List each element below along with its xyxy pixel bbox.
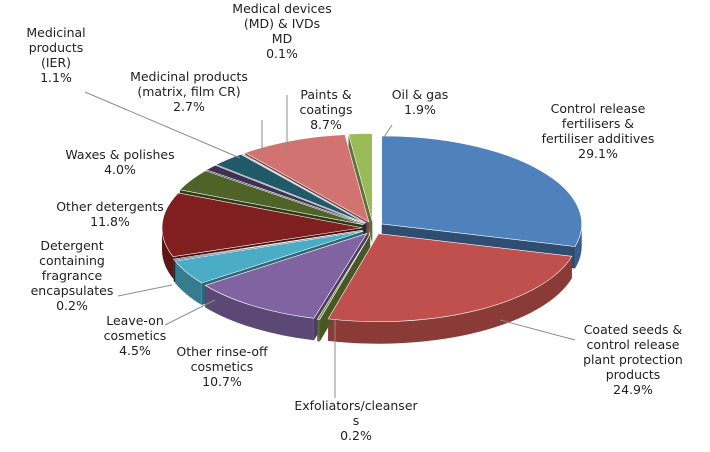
pie-tops (161, 133, 582, 322)
pie-slice-other-rinse-off-cosmetics[interactable] (204, 232, 368, 319)
data-label-line-detergent-containing-fragrance-encapsulates: fragrance (42, 268, 103, 283)
pie-side-detergent-containing-fragrance-encapsulates-0 (173, 259, 175, 283)
data-label-value-paints-coatings: 8.7% (310, 117, 342, 132)
data-label-line-coated-seeds-control-release-plant-protection-products: control release (587, 337, 680, 352)
data-label-line-coated-seeds-control-release-plant-protection-products: Coated seeds & (584, 322, 683, 337)
data-label-value-detergent-containing-fragrance-encapsulates: 0.2% (56, 298, 88, 313)
data-label-line-medical-devices-md-ivds-md: MD (272, 31, 292, 46)
pie-side-other-detergents-0 (162, 227, 174, 279)
data-label-coated-seeds-control-release-plant-protection-products: Coated seeds & control release plant prote… (583, 322, 683, 397)
data-label-line-paints-coatings: coatings (300, 102, 353, 117)
data-label-value-other-detergents: 11.8% (90, 214, 130, 229)
data-label-line-medicinal-products-ier: Medicinal (26, 25, 85, 40)
data-label-detergent-containing-fragrance-encapsulates: Detergent containing fragrance encapsulates… (31, 238, 114, 313)
data-label-control-release-fertilisers-fertiliser-additives: Control release fertilisers & fertiliser a… (542, 101, 655, 161)
data-label-value-exfoliators-cleansers: 0.2% (340, 428, 372, 443)
data-label-value-coated-seeds-control-release-plant-protection-products: 24.9% (613, 382, 653, 397)
pie-slice-exfoliators-cleansers[interactable] (316, 234, 371, 320)
data-label-value-medicinal-products-ier: 1.1% (40, 70, 72, 85)
pie-slice-medical-devices-md-ivds-md[interactable] (240, 153, 367, 224)
data-label-line-leave-on-cosmetics: cosmetics (104, 328, 167, 343)
data-label-other-rinse-off-cosmetics: Other rinse-off cosmetics 10.7% (176, 344, 268, 389)
leader-line-oil-gas (381, 124, 393, 141)
pie-slice-medicinal-products-ier[interactable] (205, 164, 365, 225)
data-label-value-control-release-fertilisers-fertiliser-additives: 29.1% (578, 146, 618, 161)
data-label-line-exfoliators-cleansers: Exfoliators/cleanser (294, 398, 418, 413)
data-label-line-medical-devices-md-ivds-md: (MD) & IVDs (244, 16, 320, 31)
leader-line-medicinal-products-ier (84, 91, 241, 159)
pie-slice-paints-coatings[interactable] (244, 134, 370, 223)
data-label-line-waxes-polishes: Waxes & polishes (65, 147, 174, 162)
data-label-line-medicinal-products-matrix-film-cr: Medicinal products (130, 69, 248, 84)
pie-slice-leave-on-cosmetics[interactable] (174, 230, 364, 284)
pie-slice-detergent-containing-fragrance-encapsulates[interactable] (173, 229, 363, 261)
leader-line-coated-seeds-control-release-plant-protection-products (499, 319, 576, 341)
pie-labels: Control release fertilisers & fertiliser a… (26, 1, 683, 443)
data-label-line-other-rinse-off-cosmetics: Other rinse-off (176, 344, 268, 359)
pie-slice-control-release-fertilisers-fertiliser-additives[interactable] (381, 135, 582, 247)
data-label-line-leave-on-cosmetics: Leave-on (106, 313, 164, 328)
data-label-value-other-rinse-off-cosmetics: 10.7% (202, 374, 242, 389)
data-label-line-medicinal-products-ier: (IER) (41, 55, 71, 70)
data-label-line-control-release-fertilisers-fertiliser-additives: Control release (551, 101, 646, 116)
pie-side-exfoliators-cleansers-0 (317, 319, 320, 342)
data-label-medicinal-products-matrix-film-cr: Medicinal products (matrix, film CR) 2.7% (130, 69, 248, 114)
data-label-line-coated-seeds-control-release-plant-protection-products: plant protection (583, 352, 683, 367)
data-label-line-oil-gas: Oil & gas (392, 87, 449, 102)
data-label-line-medicinal-products-ier: products (29, 40, 84, 55)
data-label-line-other-detergents: Other detergents (56, 199, 164, 214)
data-label-oil-gas: Oil & gas 1.9% (392, 87, 449, 117)
data-label-value-oil-gas: 1.9% (404, 102, 436, 117)
data-label-line-medical-devices-md-ivds-md: Medical devices (232, 1, 331, 16)
data-label-line-detergent-containing-fragrance-encapsulates: containing (39, 253, 105, 268)
data-label-line-coated-seeds-control-release-plant-protection-products: products (606, 367, 661, 382)
data-label-value-medicinal-products-matrix-film-cr: 2.7% (173, 99, 205, 114)
data-label-exfoliators-cleansers: Exfoliators/cleanser s 0.2% (294, 398, 418, 443)
data-label-line-detergent-containing-fragrance-encapsulates: encapsulates (31, 283, 114, 298)
data-label-value-waxes-polishes: 4.0% (104, 162, 136, 177)
data-label-medical-devices-md-ivds-md: Medical devices (MD) & IVDs MD 0.1% (232, 1, 331, 61)
data-label-value-medical-devices-md-ivds-md: 0.1% (266, 46, 298, 61)
pie-slice-other-detergents[interactable] (161, 192, 363, 258)
pie-slice-medicinal-products-matrix-film-cr[interactable] (215, 154, 366, 224)
pie-side-control-release-fertilisers-fertiliser-additives-0 (575, 223, 582, 269)
data-label-value-leave-on-cosmetics: 4.5% (119, 343, 151, 358)
data-label-leave-on-cosmetics: Leave-on cosmetics 4.5% (104, 313, 167, 358)
pie-side-leave-on-cosmetics-0 (175, 261, 202, 305)
data-label-line-other-rinse-off-cosmetics: cosmetics (191, 359, 254, 374)
data-label-other-detergents: Other detergents 11.8% (56, 199, 164, 229)
leader-line-leave-on-cosmetics (164, 299, 216, 326)
data-label-line-control-release-fertilisers-fertiliser-additives: fertiliser additives (542, 131, 655, 146)
pie-slice-waxes-polishes[interactable] (179, 170, 364, 225)
leader-line-detergent-containing-fragrance-encapsulates (117, 284, 173, 297)
data-label-line-exfoliators-cleansers: s (353, 413, 360, 428)
data-label-line-control-release-fertilisers-fertiliser-additives: fertilisers & (562, 116, 634, 131)
data-label-medicinal-products-ier: Medicinal products (IER) 1.1% (26, 25, 85, 85)
pie-slice-oil-gas[interactable] (348, 133, 373, 222)
data-label-paints-coatings: Paints & coatings 8.7% (300, 87, 353, 132)
data-label-waxes-polishes: Waxes & polishes 4.0% (65, 147, 174, 177)
data-label-line-medicinal-products-matrix-film-cr: (matrix, film CR) (137, 84, 240, 99)
data-label-line-detergent-containing-fragrance-encapsulates: Detergent (40, 238, 103, 253)
pie-slice-coated-seeds-control-release-plant-protection-products[interactable] (327, 233, 573, 322)
data-label-line-paints-coatings: Paints & (300, 87, 351, 102)
